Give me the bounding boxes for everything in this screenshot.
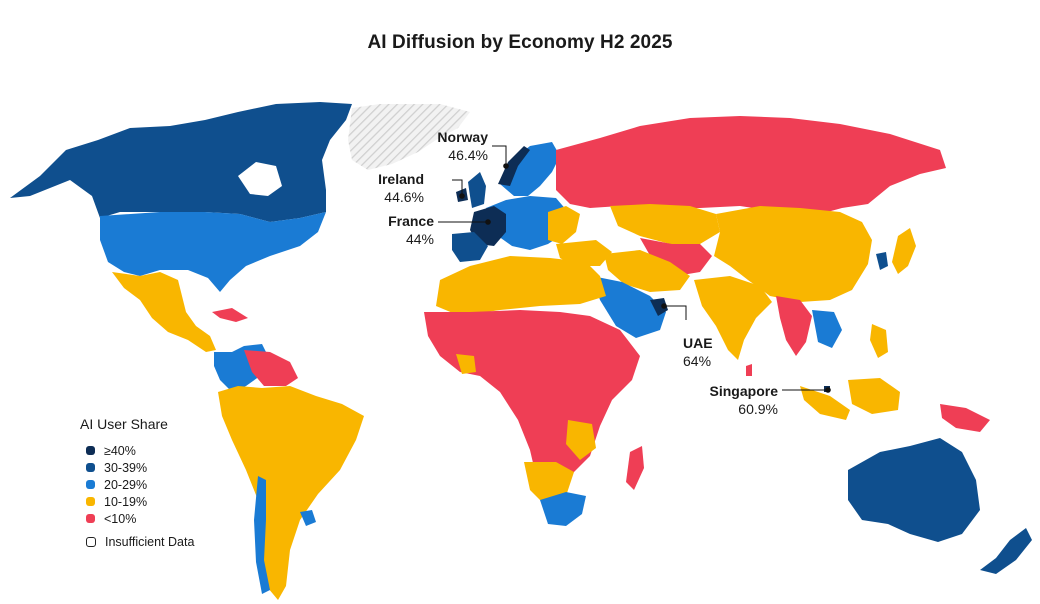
- region-russia: [556, 116, 946, 214]
- legend-item-20-29: 20-29%: [80, 476, 194, 493]
- callout-markers: [438, 145, 828, 391]
- region-west-africa: [424, 310, 640, 486]
- region-continental-europe: [486, 196, 568, 250]
- callout-norway: Norway 46.4%: [406, 128, 488, 164]
- legend-label: 20-29%: [104, 477, 148, 492]
- callout-uae: UAE 64%: [683, 334, 743, 370]
- region-united-states: [100, 212, 326, 292]
- region-arabian-peninsula: [592, 276, 666, 338]
- region-mongolia: [748, 214, 830, 240]
- region-philippines: [870, 324, 888, 358]
- region-north-africa: [436, 256, 606, 316]
- region-uae: [650, 298, 668, 316]
- legend-swatch: [86, 497, 95, 506]
- region-west-africa-yellow: [456, 354, 476, 374]
- legend-label: <10%: [104, 511, 137, 526]
- map-legend: AI User Share ≥40% 30-39% 20-29% 10-19% …: [80, 416, 194, 550]
- legend-label: 10-19%: [104, 494, 148, 509]
- region-iran-afghanistan: [604, 250, 690, 292]
- region-australia: [848, 438, 980, 542]
- callout-singapore-name: Singapore: [709, 383, 778, 399]
- uae-leader: [664, 305, 687, 320]
- legend-item-10-19: 10-19%: [80, 493, 194, 510]
- region-kazakhstan: [610, 204, 720, 244]
- callout-norway-name: Norway: [437, 129, 488, 145]
- legend-label: ≥40%: [104, 443, 136, 458]
- region-myanmar-thailand: [776, 296, 812, 356]
- region-venezuela: [244, 350, 298, 386]
- region-canada: [10, 102, 352, 222]
- callout-ireland-name: Ireland: [378, 171, 424, 187]
- region-japan: [892, 228, 916, 274]
- legend-item-30-39: 30-39%: [80, 459, 194, 476]
- legend-swatch: [86, 480, 95, 489]
- legend-item-40-plus: ≥40%: [80, 442, 194, 459]
- callout-uae-value: 64%: [683, 353, 712, 369]
- region-indochina: [812, 310, 842, 348]
- callout-france: France 44%: [352, 212, 434, 248]
- region-france: [470, 206, 506, 246]
- legend-item-lt-10: <10%: [80, 510, 194, 527]
- callout-france-name: France: [388, 213, 434, 229]
- ireland-leader: [452, 179, 463, 196]
- region-indonesia-east: [848, 378, 900, 414]
- legend-swatch-insufficient: [86, 536, 96, 547]
- callout-france-value: 44%: [405, 231, 434, 247]
- region-scandinavia: [500, 142, 560, 196]
- legend-title: AI User Share: [80, 416, 168, 432]
- callout-norway-value: 46.4%: [448, 147, 488, 163]
- region-south-africa: [540, 492, 586, 526]
- region-india: [694, 276, 772, 360]
- region-turkey-levant: [556, 240, 612, 266]
- region-iberia: [452, 232, 488, 262]
- legend-swatch: [86, 446, 95, 455]
- region-korea: [876, 252, 888, 270]
- region-indonesia-west: [800, 386, 850, 420]
- legend-swatch: [86, 514, 95, 523]
- france-dot: [485, 219, 491, 225]
- legend-item-insufficient-data: Insufficient Data: [80, 533, 194, 550]
- region-eastern-europe: [548, 206, 580, 244]
- callout-singapore-value: 60.9%: [738, 401, 778, 417]
- legend-swatch: [86, 463, 95, 472]
- region-uk: [468, 172, 486, 208]
- map-title: AI Diffusion by Economy H2 2025: [367, 32, 673, 53]
- region-madagascar: [626, 446, 644, 490]
- region-sri-lanka: [746, 364, 752, 376]
- singapore-dot: [825, 387, 831, 393]
- region-uruguay: [300, 510, 316, 526]
- callout-dots: [459, 163, 831, 393]
- legend-label: Insufficient Data: [105, 534, 195, 549]
- region-norway: [498, 146, 530, 186]
- norway-dot: [503, 163, 509, 169]
- callout-uae-name: UAE: [683, 335, 713, 351]
- region-chile: [254, 476, 270, 594]
- region-cuba: [212, 308, 248, 322]
- ireland-dot: [459, 193, 465, 199]
- region-papua: [940, 404, 990, 432]
- region-mexico: [112, 272, 216, 352]
- callout-ireland-value: 44.6%: [384, 189, 424, 205]
- region-east-africa: [566, 420, 596, 460]
- legend-label: 30-39%: [104, 460, 148, 475]
- region-new-zealand: [980, 528, 1032, 574]
- norway-leader: [492, 145, 507, 165]
- uae-dot: [661, 303, 667, 309]
- callout-singapore: Singapore 60.9%: [690, 382, 778, 418]
- callout-ireland: Ireland 44.6%: [348, 170, 424, 206]
- region-brazil-andes: [218, 386, 364, 600]
- region-greenland: [348, 104, 470, 170]
- region-hudson-bay: [238, 162, 282, 196]
